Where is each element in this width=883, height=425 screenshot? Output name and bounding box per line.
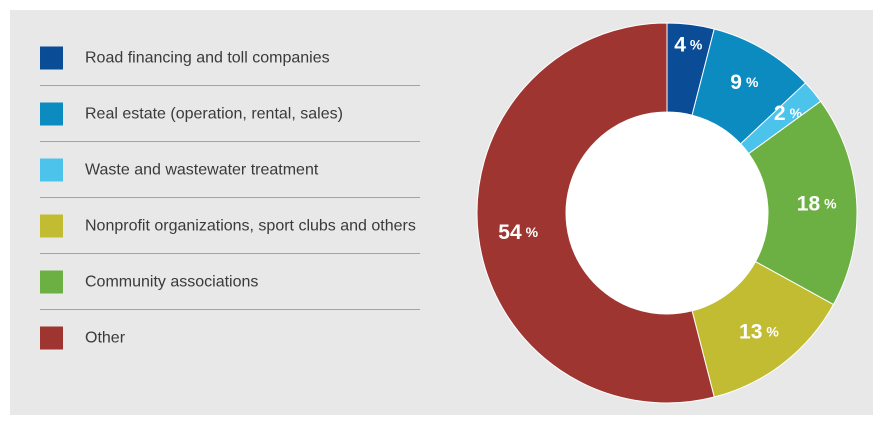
legend-swatch	[40, 326, 63, 349]
legend-label: Nonprofit organizations, sport clubs and…	[85, 217, 416, 234]
chart-panel: Road financing and toll companies Real e…	[10, 10, 873, 415]
legend-label: Other	[85, 329, 126, 346]
legend-item-waste: Waste and wastewater treatment	[40, 142, 420, 198]
legend-swatch	[40, 102, 63, 125]
legend-item-road-financing: Road financing and toll companies	[40, 30, 420, 86]
slice-label-other: 54%	[498, 220, 538, 243]
slice-label-road-financing: 4%	[674, 33, 703, 56]
legend-label: Waste and wastewater treatment	[85, 161, 319, 178]
chart-legend: Road financing and toll companies Real e…	[40, 30, 420, 365]
donut-hole	[566, 112, 768, 314]
legend-label: Real estate (operation, rental, sales)	[85, 105, 343, 122]
legend-swatch	[40, 214, 63, 237]
legend-label: Road financing and toll companies	[85, 49, 330, 66]
legend-swatch	[40, 270, 63, 293]
slice-label-community: 18%	[797, 192, 837, 215]
legend-item-nonprofit: Nonprofit organizations, sport clubs and…	[40, 198, 420, 254]
legend-swatch	[40, 158, 63, 181]
slice-label-real-estate: 9%	[730, 71, 759, 94]
legend-item-community: Community associations	[40, 254, 420, 310]
legend-label: Community associations	[85, 273, 259, 290]
donut-chart: 4 %9 %2 %18 %13 %54%	[476, 22, 858, 404]
legend-swatch	[40, 46, 63, 69]
slice-label-nonprofit: 13%	[739, 320, 779, 343]
legend-item-other: Other	[40, 310, 420, 365]
legend-item-real-estate: Real estate (operation, rental, sales)	[40, 86, 420, 142]
